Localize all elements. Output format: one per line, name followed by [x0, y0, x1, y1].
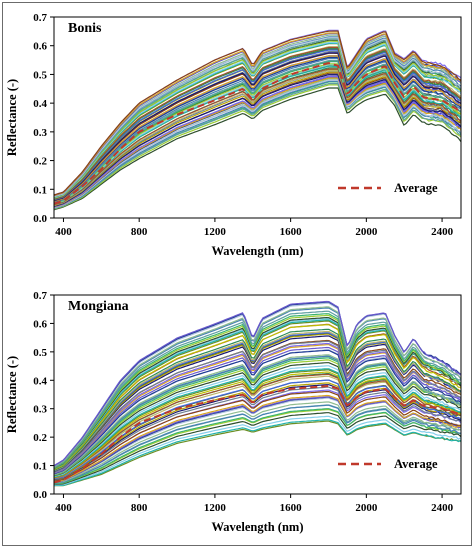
x-axis-title: Wavelength (nm) — [211, 244, 303, 258]
chart-panel-mongiana: 0.0 0.1 0.2 0.3 0.4 0.5 0.6 0.7 400 800 1200 1600 20… — [5, 290, 462, 534]
spectrum-line — [54, 396, 461, 483]
y-tick-label: 0.1 — [33, 461, 47, 473]
x-axis-title: Wavelength (nm) — [211, 520, 303, 534]
spectrum-line — [54, 349, 461, 475]
spectrum-line — [54, 316, 461, 469]
x-tick-label: 2400 — [431, 502, 454, 514]
spectrum-line — [54, 412, 461, 485]
y-tick-label: 0.6 — [33, 318, 47, 330]
y-tick-label: 0.5 — [33, 347, 47, 359]
panel-title: Bonis — [68, 21, 102, 36]
y-axis-title: Reflectance (-) — [5, 79, 19, 156]
spectrum-line — [54, 41, 461, 199]
y-tick-label: 0.3 — [33, 127, 47, 139]
x-tick-label: 400 — [55, 226, 72, 238]
y-tick-label: 0.7 — [33, 12, 47, 24]
spectrum-line — [54, 346, 461, 474]
y-tick-label: 0.4 — [33, 375, 47, 387]
spectrum-line — [54, 394, 461, 482]
y-tick-label: 0.0 — [33, 213, 47, 225]
spectrum-line — [54, 359, 461, 476]
spectrum-line — [54, 310, 461, 468]
x-tick-label: 800 — [131, 502, 148, 514]
spectrum-line — [54, 314, 461, 469]
spectrum-line — [54, 87, 461, 211]
spectrum-line — [54, 408, 461, 485]
x-tick-label: 2400 — [431, 226, 454, 238]
spectrum-line — [54, 77, 461, 208]
spectrum-line — [54, 354, 461, 476]
y-tick-label: 0.3 — [33, 404, 47, 416]
spectrum-line — [54, 30, 461, 196]
y-tick-label: 0.2 — [33, 432, 47, 444]
chart-panel-bonis: 0.0 0.1 0.2 0.3 0.4 0.5 0.6 0.7 400 800 1200 1600 20… — [5, 12, 462, 258]
spectrum-line — [54, 386, 461, 481]
spectrum-line — [54, 328, 461, 471]
y-tick-label: 0.2 — [33, 156, 47, 168]
plot-frame — [53, 16, 462, 219]
spectrum-line — [54, 330, 461, 472]
spectrum-line — [54, 300, 461, 467]
spectrum-line — [54, 324, 461, 471]
spectrum-line — [54, 79, 461, 209]
figure-frame — [2, 2, 472, 546]
spectrum-line — [54, 32, 461, 197]
spectrum-line — [54, 362, 461, 477]
spectrum-line — [54, 56, 461, 203]
spectra-lines — [54, 29, 461, 211]
spectrum-line — [54, 55, 461, 202]
legend-label: Average — [394, 457, 438, 471]
spectrum-line — [54, 373, 461, 479]
spectrum-line — [54, 49, 461, 201]
x-tick-label: 1200 — [204, 226, 227, 238]
x-tick-label: 1600 — [280, 502, 303, 514]
panel-title: Mongiana — [68, 299, 129, 314]
spectrum-line — [54, 368, 461, 478]
x-tick-label: 400 — [55, 502, 72, 514]
spectrum-line — [54, 365, 461, 477]
average-line — [54, 62, 461, 205]
legend-label: Average — [394, 181, 438, 195]
legend: Average — [338, 181, 438, 195]
spectrum-line — [54, 52, 461, 202]
y-tick-label: 0.7 — [33, 290, 47, 302]
y-tick-label: 0.0 — [33, 489, 47, 501]
spectrum-line — [54, 83, 461, 210]
spectrum-line — [54, 306, 461, 468]
spectrum-line — [54, 74, 461, 207]
spectrum-line — [54, 60, 461, 204]
legend: Average — [338, 457, 438, 471]
spectrum-line — [54, 37, 461, 198]
spectrum-line — [54, 49, 461, 201]
x-tick-label: 1600 — [280, 226, 303, 238]
x-tick-label: 2000 — [355, 226, 378, 238]
spectrum-line — [54, 40, 461, 199]
y-axis-title: Reflectance (-) — [5, 356, 19, 433]
y-tick-label: 0.6 — [33, 41, 47, 53]
spectrum-line — [54, 415, 461, 486]
spectrum-line — [54, 340, 461, 473]
plot-frame — [53, 294, 462, 495]
spectrum-line — [54, 46, 461, 200]
spectrum-line — [54, 371, 461, 479]
average-line — [54, 385, 461, 484]
spectrum-line — [54, 335, 461, 472]
spectrum-line — [54, 401, 461, 483]
spectrum-line — [54, 419, 461, 487]
spectra-lines — [54, 300, 461, 487]
x-tick-label: 800 — [131, 226, 148, 238]
y-tick-label: 0.1 — [33, 184, 47, 196]
spectrum-line — [54, 76, 461, 208]
spectrum-line — [54, 313, 461, 469]
y-tick-label: 0.5 — [33, 69, 47, 81]
x-tick-label: 1200 — [204, 502, 227, 514]
spectrum-line — [54, 404, 461, 484]
x-tick-label: 2000 — [355, 502, 378, 514]
spectrum-line — [54, 391, 461, 482]
y-tick-label: 0.4 — [33, 98, 47, 110]
